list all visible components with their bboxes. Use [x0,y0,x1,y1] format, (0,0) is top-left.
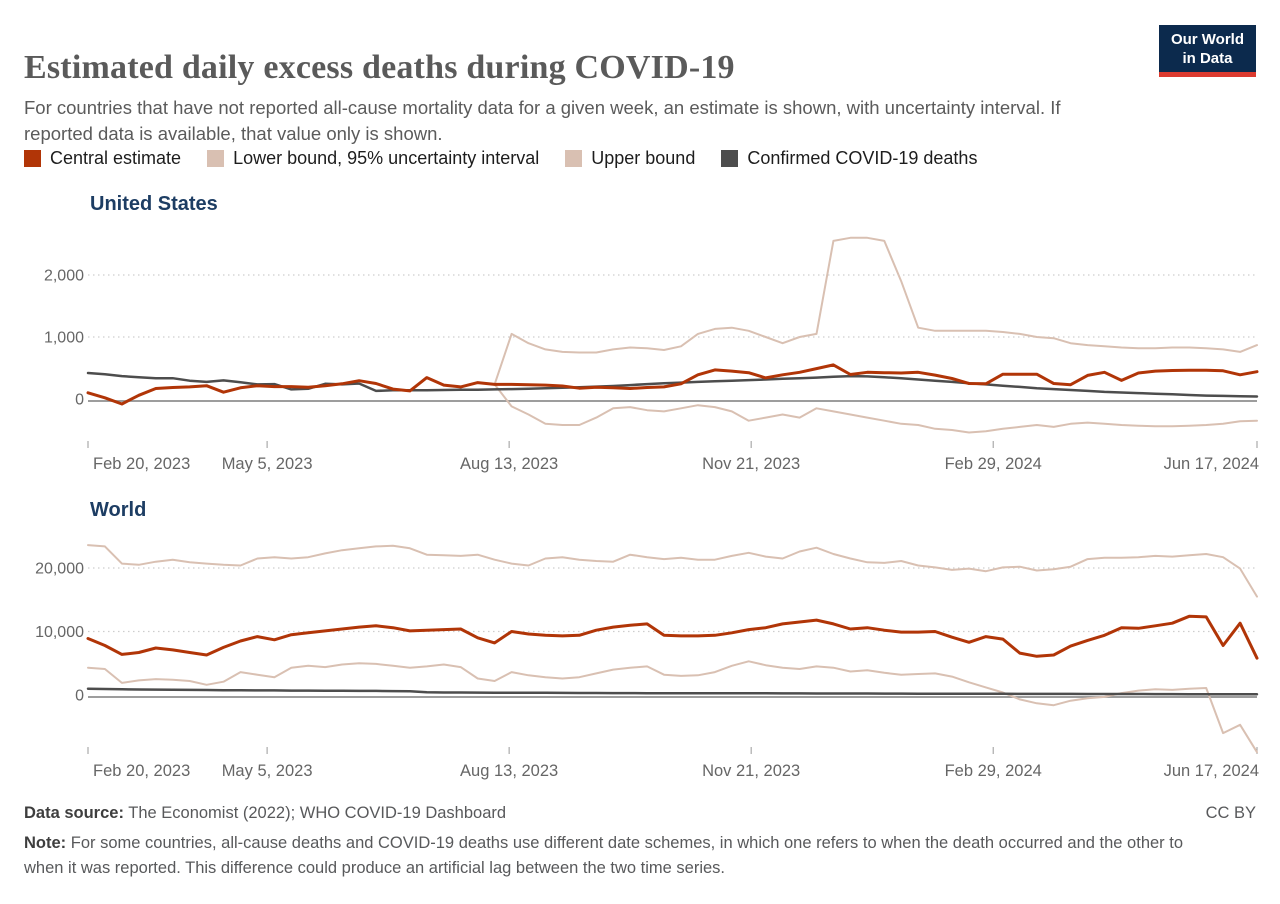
series-line-central-estimate [86,614,1259,660]
owid-logo-line2: in Data [1182,50,1233,67]
owid-logo: Our World in Data [1158,25,1256,77]
y-tick-label: 0 [75,688,84,705]
chart-plot-world: 0 10,000 20,000 Feb 20, 2023 May 5, 2023 Aug … [35,544,1259,780]
legend-swatch [565,150,583,167]
legend: Central estimate Lower bound, 95% uncerta… [24,148,977,169]
legend-label: Central estimate [50,148,182,168]
legend-item-1: Lower bound, 95% uncertainty interval [207,148,539,169]
y-tick-label: 1,000 [44,330,84,347]
x-tick-label: Feb 29, 2024 [945,455,1042,473]
note-text: For some countries, all-cause deaths and… [24,834,1184,877]
series-line-central-estimate [86,363,1259,406]
data-source-line: Data source: The Economist (2022); WHO C… [24,804,506,823]
legend-swatch [24,150,41,167]
legend-item-2: Upper bound [565,148,695,169]
chart-title-world: World [90,499,147,521]
legend-item-3: Confirmed COVID-19 deaths [721,148,977,169]
x-tick-label: Nov 21, 2023 [702,762,800,780]
x-tick-label: Aug 13, 2023 [460,762,558,780]
legend-item-0: Central estimate [24,148,181,169]
y-tick-label: 20,000 [35,561,84,578]
license-link[interactable]: CC BY [1205,804,1256,822]
legend-label: Upper bound [591,148,696,168]
series-line-lower-bound-95-uncertainty-interval [87,660,1258,754]
legend-label: Lower bound, 95% uncertainty interval [233,148,540,168]
x-tick-label: May 5, 2023 [222,455,313,473]
y-tick-label: 2,000 [44,268,84,285]
series-line-upper-bound [87,544,1258,598]
x-tick-label: Jun 17, 2024 [1164,455,1259,473]
data-source-text: The Economist (2022); WHO COVID-19 Dashb… [128,804,507,822]
series-line-lower-bound-95-uncertainty-interval [493,383,1258,434]
chart-title-united-states: United States [90,193,218,215]
y-tick-label: 10,000 [35,624,84,641]
y-tick-label: 0 [75,392,84,409]
chart-subtitle: For countries that have not reported all… [24,96,1061,144]
footer-note: Note: For some countries, all-cause deat… [24,831,1204,881]
x-tick-label: Nov 21, 2023 [702,455,800,473]
series-line-confirmed-covid-19-deaths [86,687,1259,696]
x-tick-label: Jun 17, 2024 [1164,762,1259,780]
legend-label: Confirmed COVID-19 deaths [747,148,978,168]
note-label: Note: [24,834,67,852]
x-tick-label: Aug 13, 2023 [460,455,558,473]
x-tick-label: Feb 20, 2023 [93,762,190,780]
legend-swatch [207,150,225,167]
owid-logo-line1: Our World [1170,31,1244,48]
x-tick-label: Feb 29, 2024 [945,762,1042,780]
x-tick-label: Feb 20, 2023 [93,455,190,473]
chart-plot-united-states: 0 1,000 2,000 Feb 20, 2023 May 5, 2023 Aug 13… [44,236,1259,473]
legend-swatch [721,150,739,167]
page-title: Estimated daily excess deaths during COV… [24,48,735,86]
series-line-upper-bound [493,236,1258,386]
x-tick-label: May 5, 2023 [222,762,313,780]
data-source-label: Data source: [24,804,124,822]
